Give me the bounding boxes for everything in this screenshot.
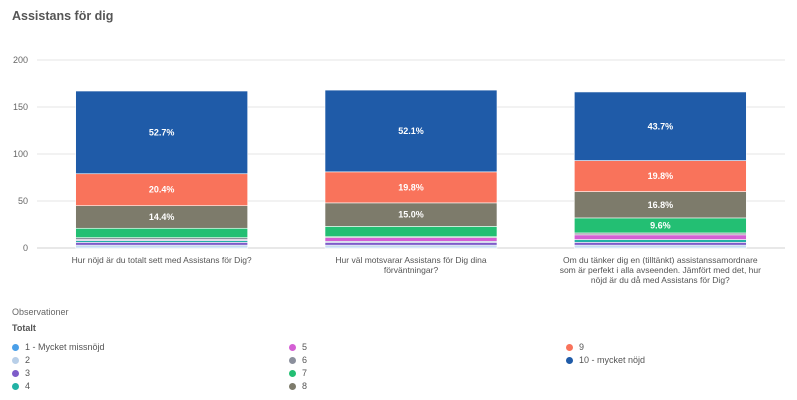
legend-item[interactable]: 9	[566, 342, 584, 352]
legend-swatch	[12, 343, 19, 351]
y-axis: 0 50 100 150 200	[13, 55, 28, 253]
legend-swatch	[289, 343, 296, 351]
data-label: 52.7%	[149, 127, 175, 137]
legend-swatch	[289, 369, 296, 377]
legend-label: 2	[25, 355, 31, 365]
legend-swatch	[12, 356, 19, 364]
bar-segment[interactable]	[574, 239, 747, 243]
x-tick-label: förväntningar?	[384, 265, 439, 275]
bar-segment[interactable]	[324, 171, 498, 204]
y-tick-label: 0	[23, 243, 28, 253]
x-tick-label: Om du tänker dig en (tilltänkt) assistan…	[563, 255, 758, 265]
legend-label: 9	[579, 342, 585, 352]
x-tick-label: nöjd är du då med Assistans för Dig?	[591, 275, 730, 285]
legend-item[interactable]: 1 - Mycket missnöjd	[12, 342, 105, 352]
legend-label: 5	[302, 342, 308, 352]
legend-swatch	[566, 343, 573, 351]
legend-item[interactable]: 4	[12, 381, 30, 391]
legend-swatch	[12, 382, 19, 390]
bar-segment[interactable]	[574, 160, 747, 192]
stacked-bar-chart: 0 50 100 150 200 14.4% 20.4% 52.7% 15.0% 19.8% 52…	[13, 55, 785, 285]
legend-heading: Observationer	[12, 307, 69, 317]
bar-segment[interactable]	[324, 89, 498, 173]
legend-item[interactable]: 2	[12, 355, 30, 365]
bar-segment[interactable]	[75, 90, 248, 175]
legend-label: 4	[25, 381, 31, 391]
legend-item[interactable]: 10 - mycket nöjd	[566, 355, 645, 365]
data-label: 15.0%	[398, 210, 424, 220]
data-label: 20.4%	[149, 185, 175, 195]
y-tick-label: 150	[13, 102, 28, 112]
data-label: 19.8%	[648, 171, 674, 181]
y-tick-label: 50	[18, 196, 28, 206]
legend-swatch	[12, 369, 19, 377]
x-axis: Hur nöjd är du totalt sett med Assistans…	[72, 255, 761, 285]
data-label: 52.1%	[398, 126, 424, 136]
bar-segment[interactable]	[574, 91, 747, 161]
legend-swatch	[289, 356, 296, 364]
legend-label: 1 - Mycket missnöjd	[25, 342, 105, 352]
data-label: 19.8%	[398, 182, 424, 192]
x-tick-label: som är perfekt i alla avseenden. Jämfört…	[560, 265, 761, 275]
legend-swatch	[566, 356, 573, 364]
bar-segment[interactable]	[574, 191, 747, 219]
data-label: 14.4%	[149, 212, 175, 222]
bars: 14.4% 20.4% 52.7% 15.0% 19.8% 52.1% 9.6% 16.8% 1…	[75, 89, 747, 249]
data-label: 9.6%	[650, 220, 671, 230]
legend-item[interactable]: 7	[289, 368, 307, 378]
legend-item[interactable]: 8	[289, 381, 307, 391]
legend-item[interactable]: 6	[289, 355, 307, 365]
data-label: 16.8%	[648, 200, 674, 210]
chart-title: Assistans för dig	[12, 9, 114, 23]
legend-label: 8	[302, 381, 308, 391]
x-tick-label: Hur nöjd är du totalt sett med Assistans…	[72, 255, 252, 265]
legend-swatch	[289, 382, 296, 390]
bar-segment[interactable]	[75, 242, 248, 246]
bar-segment[interactable]	[574, 242, 747, 246]
legend-item[interactable]: 5	[289, 342, 307, 352]
legend-label: 3	[25, 368, 31, 378]
data-label: 43.7%	[648, 121, 674, 131]
y-tick-label: 100	[13, 149, 28, 159]
bar-segment[interactable]	[574, 234, 747, 240]
legend-label: 7	[302, 368, 308, 378]
bar-segment[interactable]	[324, 226, 498, 238]
legend-label: 10 - mycket nöjd	[579, 355, 646, 365]
bar-segment[interactable]	[324, 237, 498, 242]
bar-segment[interactable]	[75, 227, 248, 238]
legend-label: 6	[302, 355, 308, 365]
x-tick-label: Hur väl motsvarar Assistans för Dig dina	[335, 255, 486, 265]
legend-item[interactable]: 3	[12, 368, 30, 378]
bar-segment[interactable]	[324, 242, 498, 246]
y-tick-label: 200	[13, 55, 28, 65]
legend-subheading: Totalt	[12, 323, 36, 333]
